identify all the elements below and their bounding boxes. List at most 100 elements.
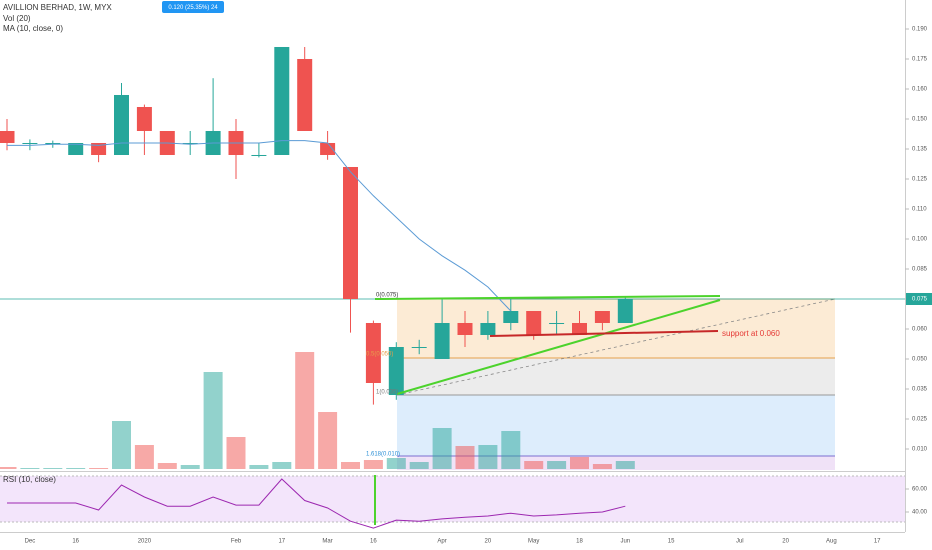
y-tick-label: 0.150 [912,117,928,123]
rsi-tick-label: 60.00 [912,487,928,493]
fib-label: 1(0.035) [376,390,398,396]
trend-line [374,295,721,300]
volume-bar [592,464,612,469]
legend-rsi: RSI (10, close) [3,475,56,484]
candle-body [480,322,496,335]
y-tick-label: 0.025 [912,417,928,423]
trend-line [396,299,721,395]
candle-body [572,322,587,335]
candle-body [182,142,198,144]
candle-body [320,142,336,155]
volume-bar [66,468,86,469]
rsi-line [7,478,626,529]
volume-bar [318,412,338,469]
y-tick-label: 0.135 [912,147,928,153]
volume-bar [432,428,452,469]
volume-bar [20,468,40,469]
drawings [0,298,905,470]
volume-bar [363,460,383,469]
axes: 0.010 0.025 0.035 0.050 0.060 0.075 0.085 0.100… [25,27,932,545]
candle-body [45,142,61,144]
candle-body [0,130,15,143]
fib-zone [397,358,835,395]
volume-bar [43,468,63,469]
fib-label: 1.618(0.010) [366,452,400,458]
x-tick-label: 2020 [138,539,152,545]
candle-body [617,298,633,323]
x-tick-label: 15 [668,539,675,545]
candle-body [91,142,107,155]
volume-bar [455,446,475,469]
volume-bar [478,445,498,469]
x-tick-label: 20 [485,539,492,545]
measure-box [162,1,224,13]
volume-bar [386,458,406,469]
x-tick-label: Jul [736,539,744,545]
volume-bar [547,461,567,469]
rsi-tick-label: 40.00 [912,510,928,516]
candle-body [503,310,519,323]
volume-bar [180,465,200,469]
y-tick-label: 0.035 [912,387,928,393]
candle-body [297,58,313,131]
candle-body [549,322,565,324]
trend-lines [374,295,721,395]
candle-body [251,154,267,156]
x-tick-label: 16 [370,539,377,545]
legend-ma: MA (10, close, 0) [3,24,63,33]
volume-bar [615,461,635,469]
volume-bar [524,461,544,469]
x-tick-label: Dec [25,539,36,545]
y-tick-label: 0.010 [912,447,928,453]
x-tick-label: Feb [231,539,242,545]
volume-bar [295,352,315,469]
fib-label: 0(0.075) [376,293,398,299]
price-layer [0,46,633,405]
candle-body [411,346,427,348]
rsi-layer [7,478,626,529]
candle-body [365,322,381,383]
volume-bar [249,465,269,469]
volume-bar [272,462,292,469]
measure-label: 0.120 (25.35%) 24 [168,5,218,11]
chart-title: AVILLION BERHAD, 1W, MYX [3,3,112,12]
candle-body [343,166,358,299]
y-tick-label: 0.060 [912,327,928,333]
ma-line [7,140,512,312]
x-tick-label: May [528,539,539,545]
x-tick-label: 18 [576,539,583,545]
volume-bar [409,462,429,469]
x-tick-label: Apr [437,539,446,545]
candle-body [457,322,473,335]
y-tick-label: 0.175 [912,57,928,63]
volume-bar [501,431,521,469]
volume-bar [203,372,223,469]
legend-volume: Vol (20) [3,14,31,23]
candle-body [388,346,404,395]
volume-bar [570,457,589,469]
volume-bar [0,467,17,469]
candle-body [22,142,38,144]
candle-body [594,310,610,323]
fib-label: 0.5(0.050) [366,352,393,358]
fib-zone [397,395,835,456]
y-tick-label: 0.110 [912,207,927,213]
support-label: support at 0.060 [722,329,780,338]
candle-body [434,322,450,359]
x-tick-label: Mar [322,539,332,545]
candle-body [526,310,542,335]
last-price-label: 0.075 [912,297,928,303]
volume-bar [341,462,360,469]
volume-bar [157,463,177,469]
candle-body [68,142,84,155]
support-line [489,330,719,337]
volume-bar [112,421,131,469]
y-tick-label: 0.160 [912,87,928,93]
x-tick-label: 17 [874,539,881,545]
x-tick-label: 16 [72,539,79,545]
y-tick-label: 0.125 [912,177,928,183]
y-tick-label: 0.085 [912,267,928,273]
candle-body [136,106,152,131]
rsi-band [0,476,905,522]
